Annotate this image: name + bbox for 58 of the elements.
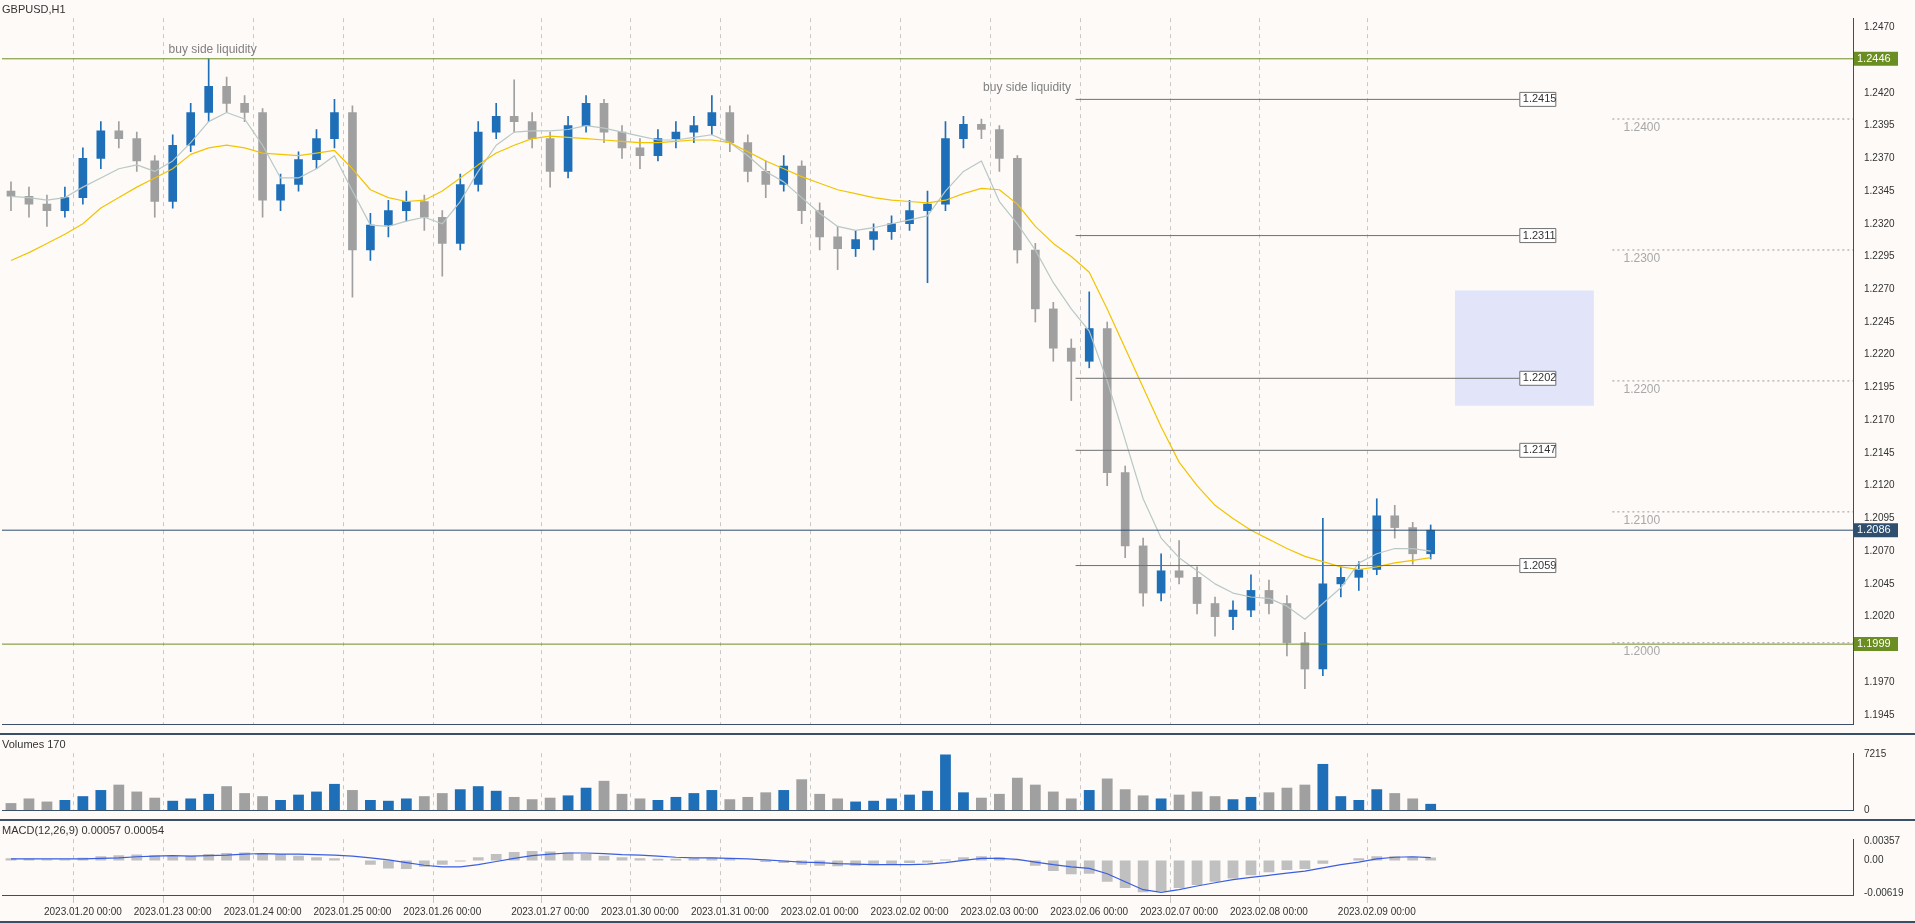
y-tick-label: 1.2320 xyxy=(1864,217,1896,229)
x-tick-label: 2023.01.30 00:00 xyxy=(601,905,680,917)
ref-line-label: 1.2300 xyxy=(1623,251,1661,266)
x-tick-label: 2023.01.20 00:00 xyxy=(43,905,123,917)
x-tick-label: 2023.02.02 00:00 xyxy=(870,905,949,917)
y-tick-label: 1.2070 xyxy=(1864,544,1896,556)
y-tick-label: 7215 xyxy=(1864,748,1887,760)
y-tick-label: 1.2170 xyxy=(1864,413,1896,425)
x-tick-label: 2023.01.27 00:00 xyxy=(511,905,590,917)
y-tick-label: 1.2470 xyxy=(1864,21,1896,33)
ref-line-label: 1.2202 xyxy=(1522,371,1557,384)
x-tick-label: 2023.01.25 00:00 xyxy=(313,905,392,917)
y-tick-label: 1.2145 xyxy=(1864,446,1896,458)
ref-line-label: 1.2086 xyxy=(1857,523,1891,536)
x-tick-label: 2023.02.07 00:00 xyxy=(1140,905,1219,917)
ref-line-label: 1.2147 xyxy=(1522,443,1557,456)
y-tick-label: 1.2245 xyxy=(1864,315,1896,327)
ref-line-label: 1.2059 xyxy=(1522,558,1557,571)
y-tick-label: 1.2020 xyxy=(1864,610,1896,622)
annotation: buy side liquidity xyxy=(168,42,257,57)
y-tick-label: 1.2370 xyxy=(1864,152,1896,164)
y-tick-label: 1.2195 xyxy=(1864,381,1896,393)
y-tick-label: 1.1970 xyxy=(1864,675,1896,687)
chart-title: GBPUSD,H1 xyxy=(2,2,66,15)
y-tick-label: 0 xyxy=(1864,803,1870,815)
y-tick-label: 0.00 xyxy=(1864,854,1884,866)
ref-line-label: 1.2400 xyxy=(1623,120,1661,135)
ref-line-label: 1.2415 xyxy=(1522,92,1557,105)
ref-line-label: 1.2311 xyxy=(1522,228,1556,241)
y-tick-label: 1.2220 xyxy=(1864,348,1896,360)
chart-title: Volumes 170 xyxy=(2,737,66,750)
y-tick-label: 0.00357 xyxy=(1864,835,1901,847)
y-tick-label: 1.2270 xyxy=(1864,283,1896,295)
x-tick-label: 2023.01.24 00:00 xyxy=(223,905,302,917)
x-tick-label: 2023.02.09 00:00 xyxy=(1337,905,1417,917)
x-tick-label: 2023.02.03 00:00 xyxy=(960,905,1039,917)
y-tick-label: 1.2420 xyxy=(1864,86,1896,98)
y-tick-label: 1.2120 xyxy=(1864,479,1896,491)
y-tick-label: 1.2345 xyxy=(1864,184,1896,196)
chart-title: MACD(12,26,9) 0.00057 0.00054 xyxy=(2,823,165,836)
y-tick-label: -0.00619 xyxy=(1864,887,1904,899)
ref-line-label: 1.2200 xyxy=(1623,382,1661,397)
x-tick-label: 2023.02.01 00:00 xyxy=(780,905,860,917)
x-tick-label: 2023.02.08 00:00 xyxy=(1230,905,1309,917)
y-tick-label: 1.1945 xyxy=(1864,708,1896,720)
x-tick-label: 2023.01.26 00:00 xyxy=(403,905,482,917)
ref-line-label: 1.2000 xyxy=(1623,644,1661,659)
y-tick-label: 1.2045 xyxy=(1864,577,1896,589)
ref-line-label: 1.2446 xyxy=(1857,51,1891,64)
annotation: buy side liquidity xyxy=(983,79,1072,94)
ref-line-label: 1.2100 xyxy=(1623,513,1661,528)
x-tick-label: 2023.02.06 00:00 xyxy=(1050,905,1129,917)
y-tick-label: 1.2395 xyxy=(1864,119,1896,131)
y-tick-label: 1.2095 xyxy=(1864,512,1896,524)
ref-line-label: 1.1999 xyxy=(1857,637,1891,650)
y-tick-label: 1.2295 xyxy=(1864,250,1896,262)
x-tick-label: 2023.01.23 00:00 xyxy=(133,905,213,917)
x-tick-label: 2023.01.31 00:00 xyxy=(690,905,770,917)
